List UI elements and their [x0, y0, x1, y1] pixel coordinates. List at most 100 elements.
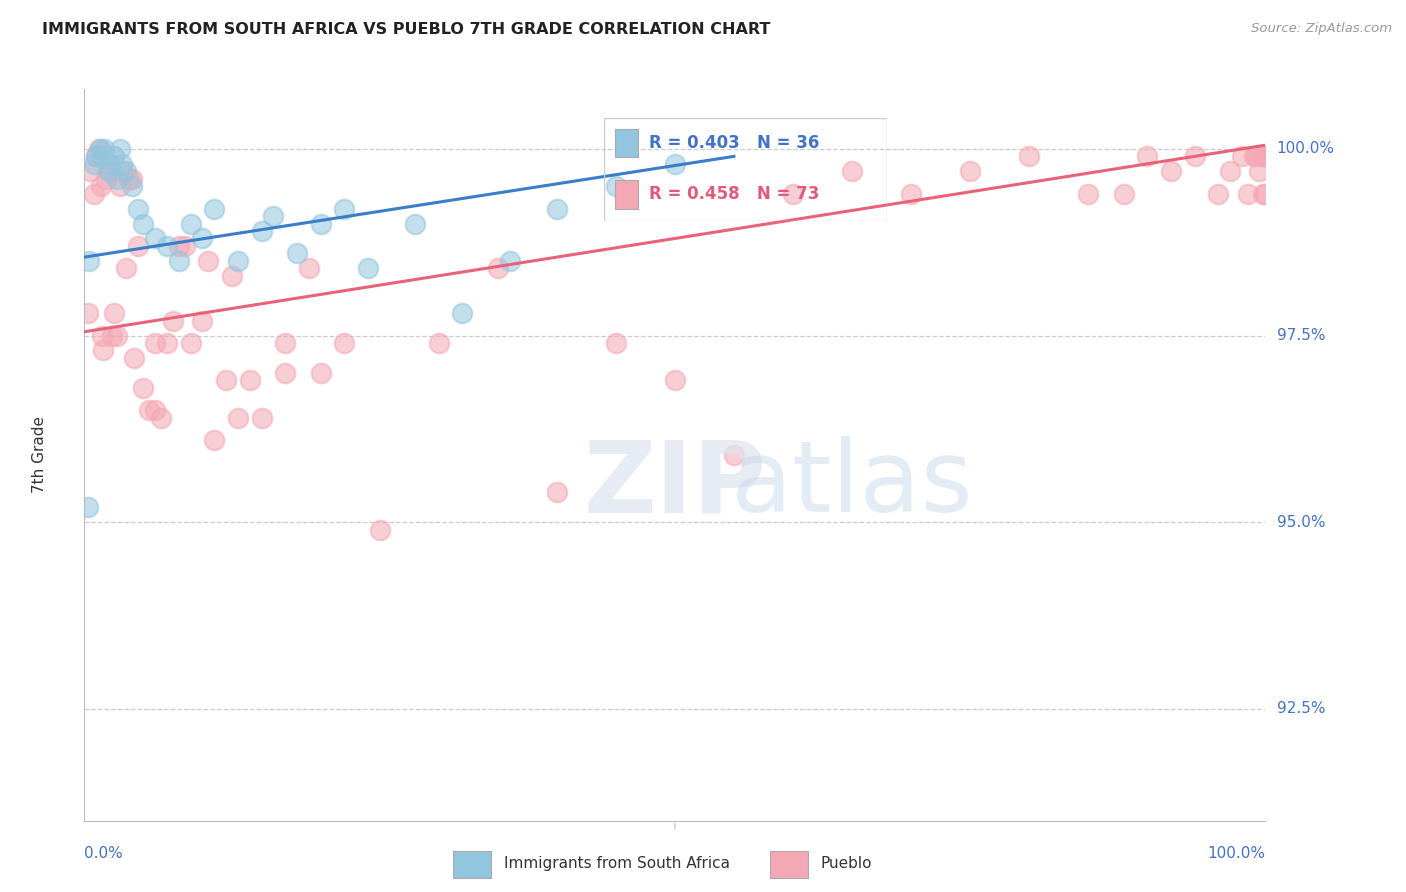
Point: [1250, 149, 1272, 163]
Point: [111, 157, 134, 171]
Point: [274, 366, 297, 380]
Point: [162, 313, 184, 327]
Point: [1249, 164, 1271, 178]
Point: [605, 335, 627, 350]
Point: [1184, 149, 1206, 163]
Point: [226, 410, 249, 425]
Point: [298, 261, 321, 276]
Point: [841, 164, 863, 178]
Point: [202, 202, 225, 216]
Text: 0.0%: 0.0%: [84, 846, 124, 861]
Point: [100, 328, 122, 343]
Point: [1243, 149, 1265, 163]
Point: [333, 202, 356, 216]
Text: 7th Grade: 7th Grade: [32, 417, 48, 493]
Point: [114, 164, 136, 178]
Point: [91, 343, 114, 358]
Point: [1160, 164, 1182, 178]
Point: [1136, 149, 1159, 163]
Point: [94, 171, 117, 186]
Point: [90, 179, 112, 194]
Point: [498, 253, 520, 268]
Point: [250, 224, 273, 238]
Text: 100.0%: 100.0%: [1208, 846, 1265, 861]
Point: [118, 171, 141, 186]
Point: [215, 373, 238, 387]
Point: [107, 171, 129, 186]
Point: [87, 142, 110, 156]
Point: [122, 351, 145, 365]
Point: [900, 186, 922, 201]
Text: 92.5%: 92.5%: [1277, 701, 1324, 716]
Point: [1253, 149, 1275, 163]
Point: [138, 403, 160, 417]
Point: [173, 239, 195, 253]
Point: [83, 186, 105, 201]
Point: [191, 231, 214, 245]
Point: [97, 157, 120, 171]
Point: [143, 231, 166, 245]
Point: [486, 261, 509, 276]
Point: [1254, 149, 1277, 163]
Point: [83, 157, 105, 171]
Text: 97.5%: 97.5%: [1277, 328, 1324, 343]
Point: [451, 306, 474, 320]
Point: [132, 217, 155, 231]
Point: [546, 485, 568, 500]
Point: [97, 164, 120, 178]
Point: [98, 164, 121, 178]
Point: [368, 523, 391, 537]
Point: [121, 179, 143, 194]
Point: [605, 179, 627, 194]
Point: [132, 381, 155, 395]
Text: atlas: atlas: [731, 436, 973, 533]
Point: [285, 246, 308, 260]
Point: [91, 149, 114, 163]
Point: [180, 217, 202, 231]
Point: [156, 239, 179, 253]
Point: [1230, 149, 1253, 163]
Point: [121, 171, 143, 186]
Text: R = 0.403   N = 36: R = 0.403 N = 36: [650, 134, 820, 152]
Text: Immigrants from South Africa: Immigrants from South Africa: [505, 855, 730, 871]
Bar: [616, 128, 638, 157]
Point: [226, 253, 249, 268]
Point: [333, 335, 356, 350]
Point: [103, 149, 125, 163]
Point: [114, 261, 136, 276]
Point: [167, 239, 190, 253]
Point: [111, 164, 134, 178]
Bar: [770, 851, 808, 878]
Point: [782, 186, 804, 201]
Point: [77, 306, 100, 320]
Point: [262, 209, 284, 223]
Point: [1018, 149, 1040, 163]
Point: [98, 157, 121, 171]
Point: [309, 217, 332, 231]
Point: [180, 335, 202, 350]
Point: [1236, 186, 1258, 201]
Text: 100.0%: 100.0%: [1277, 142, 1334, 156]
Point: [723, 448, 745, 462]
Text: Source: ZipAtlas.com: Source: ZipAtlas.com: [1251, 22, 1392, 36]
Point: [79, 164, 101, 178]
Point: [357, 261, 380, 276]
Point: [959, 164, 981, 178]
Point: [664, 373, 686, 387]
Point: [1077, 186, 1099, 201]
Point: [127, 202, 149, 216]
Text: ZIP: ZIP: [583, 436, 766, 533]
Point: [427, 335, 450, 350]
Point: [127, 239, 149, 253]
Point: [91, 328, 114, 343]
Point: [150, 410, 173, 425]
Point: [546, 202, 568, 216]
Text: 95.0%: 95.0%: [1277, 515, 1324, 530]
Point: [77, 253, 100, 268]
Point: [1112, 186, 1135, 201]
Point: [1251, 186, 1274, 201]
Point: [143, 335, 166, 350]
Point: [239, 373, 262, 387]
Point: [108, 179, 131, 194]
Point: [108, 142, 131, 156]
